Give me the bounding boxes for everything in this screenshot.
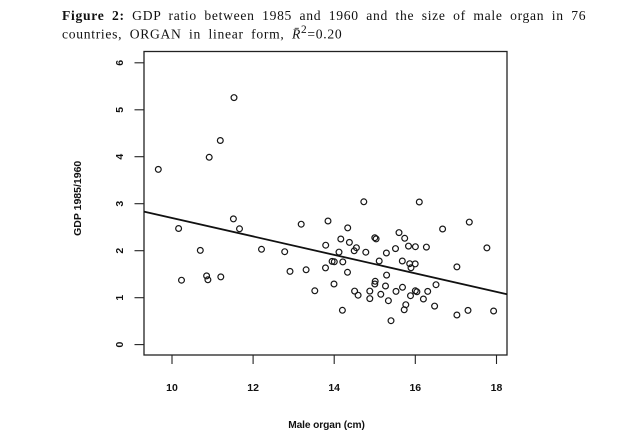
svg-text:3: 3: [114, 201, 126, 207]
svg-text:16: 16: [409, 382, 421, 394]
svg-text:12: 12: [247, 382, 259, 394]
svg-text:5: 5: [114, 107, 126, 113]
svg-text:18: 18: [491, 382, 503, 394]
svg-text:1: 1: [114, 295, 126, 301]
svg-text:2: 2: [114, 248, 126, 254]
svg-text:Male organ (cm): Male organ (cm): [288, 420, 365, 431]
svg-text:14: 14: [328, 382, 340, 394]
svg-text:0: 0: [114, 342, 126, 348]
svg-text:GDP 1985/1960: GDP 1985/1960: [72, 161, 84, 236]
svg-text:10: 10: [166, 382, 178, 394]
svg-text:4: 4: [114, 154, 126, 160]
svg-text:6: 6: [114, 60, 126, 66]
